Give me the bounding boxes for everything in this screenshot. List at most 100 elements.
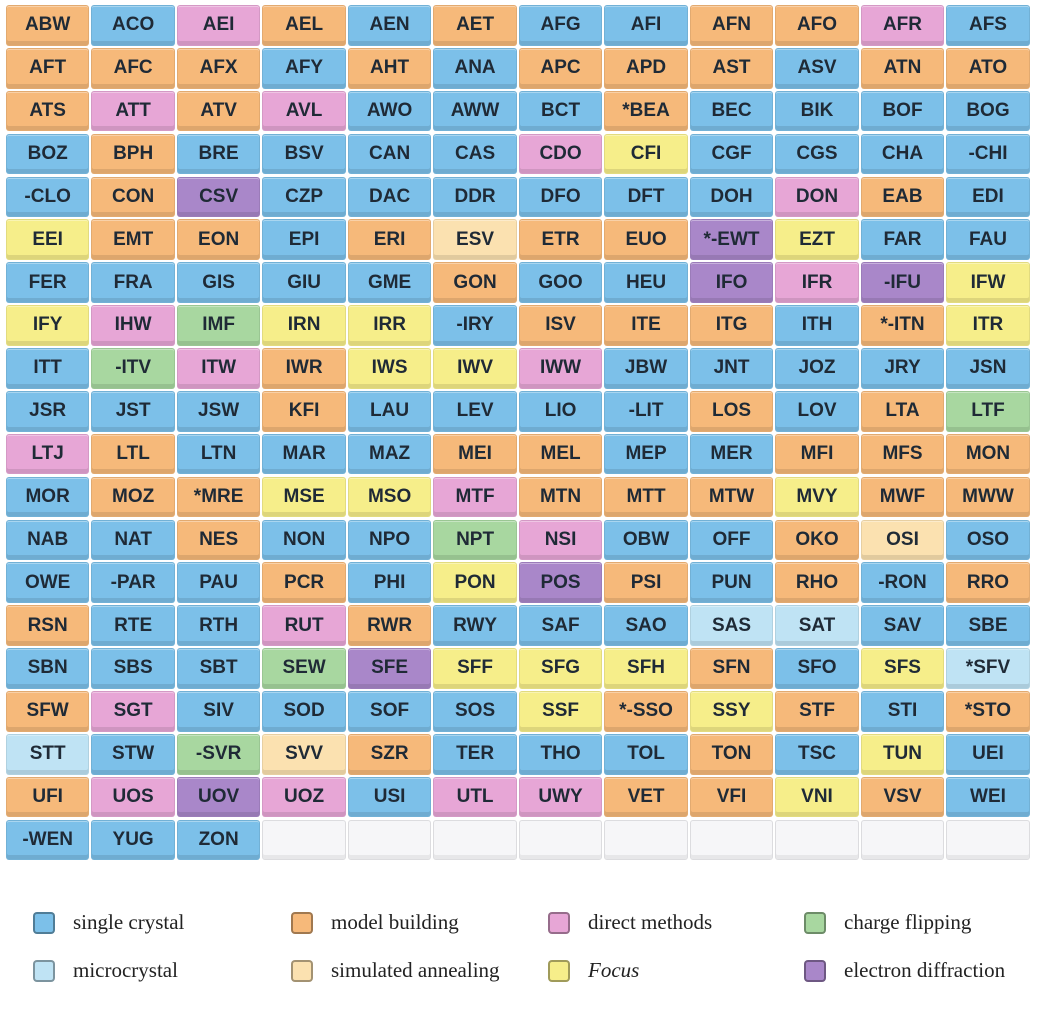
- framework-cell: EPI: [262, 219, 346, 261]
- framework-cell: UOS: [91, 776, 175, 818]
- framework-cell: AVL: [262, 90, 346, 132]
- framework-cell: JRY: [860, 348, 945, 389]
- framework-cell: CDO: [518, 133, 603, 175]
- framework-cell: LTN: [176, 433, 261, 475]
- framework-cell: OSI: [860, 519, 945, 561]
- empty-cell: [433, 819, 517, 861]
- framework-cell: RRO: [946, 562, 1030, 604]
- framework-cell: -RON: [860, 562, 945, 604]
- framework-cell: *-SSO: [604, 691, 688, 732]
- framework-cell: SVV: [262, 733, 346, 775]
- framework-cell: CSV: [176, 176, 261, 218]
- framework-cell: LTF: [946, 390, 1030, 432]
- framework-cell: MFI: [775, 433, 859, 475]
- framework-cell: TUN: [860, 733, 945, 775]
- framework-cell: MSO: [347, 476, 432, 518]
- framework-cell: JNT: [689, 348, 774, 389]
- framework-cell: UFI: [6, 776, 90, 818]
- framework-cell: AFX: [176, 47, 261, 89]
- framework-cell: USI: [347, 776, 432, 818]
- framework-cell: AHT: [347, 47, 432, 89]
- framework-cell: SFF: [433, 648, 517, 689]
- legend: single crystal model building direct met…: [0, 900, 1041, 1010]
- framework-cell: RWY: [433, 605, 517, 646]
- framework-cell: ITE: [604, 305, 688, 346]
- framework-cell: AEL: [262, 5, 346, 46]
- legend-swatch-simulated-annealing: [291, 959, 313, 982]
- framework-cell: RHO: [775, 562, 859, 604]
- framework-cell: SBS: [91, 648, 175, 689]
- framework-cell: NAB: [6, 519, 90, 561]
- framework-cell: RWR: [347, 605, 432, 646]
- framework-cell: UTL: [433, 776, 517, 818]
- framework-cell: NES: [176, 519, 261, 561]
- framework-cell: MWW: [946, 476, 1030, 518]
- framework-cell: SSF: [518, 691, 603, 732]
- framework-cell: -LIT: [604, 390, 688, 432]
- framework-cell: MTW: [689, 476, 774, 518]
- framework-cell: AWO: [347, 90, 432, 132]
- framework-cell: LTA: [860, 390, 945, 432]
- framework-cell: OBW: [604, 519, 688, 561]
- framework-cell: UOV: [176, 776, 261, 818]
- framework-cell: BSV: [262, 133, 346, 175]
- framework-cell: SFN: [689, 648, 774, 689]
- framework-cell: CHA: [860, 133, 945, 175]
- framework-cell: MWF: [860, 476, 945, 518]
- legend-item-direct-methods: direct methods: [548, 910, 712, 935]
- empty-cell: [518, 819, 603, 861]
- legend-item-simulated-annealing: simulated annealing: [291, 958, 500, 983]
- framework-cell: GIU: [262, 262, 346, 303]
- framework-cell: SFW: [6, 691, 90, 732]
- framework-cell: THO: [518, 733, 603, 775]
- framework-cell: SOD: [262, 691, 346, 732]
- framework-cell: LOS: [689, 390, 774, 432]
- framework-cell: NON: [262, 519, 346, 561]
- framework-cell: MSE: [262, 476, 346, 518]
- framework-cell: ATV: [176, 90, 261, 132]
- framework-cell: IFR: [775, 262, 859, 303]
- framework-cell: IFY: [6, 305, 90, 346]
- empty-cell: [775, 819, 859, 861]
- framework-cell: *MRE: [176, 476, 261, 518]
- framework-cell: JSR: [6, 390, 90, 432]
- framework-cell: MOR: [6, 476, 90, 518]
- framework-cell: IWW: [518, 348, 603, 389]
- framework-cell: SAT: [775, 605, 859, 646]
- legend-item-single-crystal: single crystal: [33, 910, 184, 935]
- framework-cell: ACO: [91, 5, 175, 46]
- framework-cell: OSO: [946, 519, 1030, 561]
- framework-cell: IRN: [262, 305, 346, 346]
- legend-label-electron-diffraction: electron diffraction: [844, 958, 1006, 982]
- empty-cell: [860, 819, 945, 861]
- framework-cell: AFR: [860, 5, 945, 46]
- framework-cell: PCR: [262, 562, 346, 604]
- framework-cell: HEU: [604, 262, 688, 303]
- framework-cell: SFG: [518, 648, 603, 689]
- framework-cell: CAN: [347, 133, 432, 175]
- framework-cell: AFI: [604, 5, 688, 46]
- framework-cell: *SFV: [946, 648, 1030, 689]
- framework-cell: SZR: [347, 733, 432, 775]
- framework-cell: ITT: [6, 348, 90, 389]
- framework-cell: RSN: [6, 605, 90, 646]
- legend-item-microcrystal: microcrystal: [33, 958, 178, 983]
- framework-cell: NAT: [91, 519, 175, 561]
- legend-label-single-crystal: single crystal: [73, 910, 185, 934]
- framework-cell: STI: [860, 691, 945, 732]
- framework-cell: EMT: [91, 219, 175, 261]
- framework-cell: UOZ: [262, 776, 346, 818]
- framework-cell: SFE: [347, 648, 432, 689]
- framework-cell: VNI: [775, 776, 859, 818]
- framework-cell: TER: [433, 733, 517, 775]
- framework-cell: MTN: [518, 476, 603, 518]
- legend-label-model-building: model building: [331, 910, 459, 934]
- framework-cell: ESV: [433, 219, 517, 261]
- framework-cell: GIS: [176, 262, 261, 303]
- framework-cell: -SVR: [176, 733, 261, 775]
- legend-item-model-building: model building: [291, 910, 459, 935]
- legend-item-charge-flipping: charge flipping: [804, 910, 971, 935]
- framework-cell: MOZ: [91, 476, 175, 518]
- framework-cell: SBE: [946, 605, 1030, 646]
- legend-item-electron-diffraction: electron diffraction: [804, 958, 1005, 983]
